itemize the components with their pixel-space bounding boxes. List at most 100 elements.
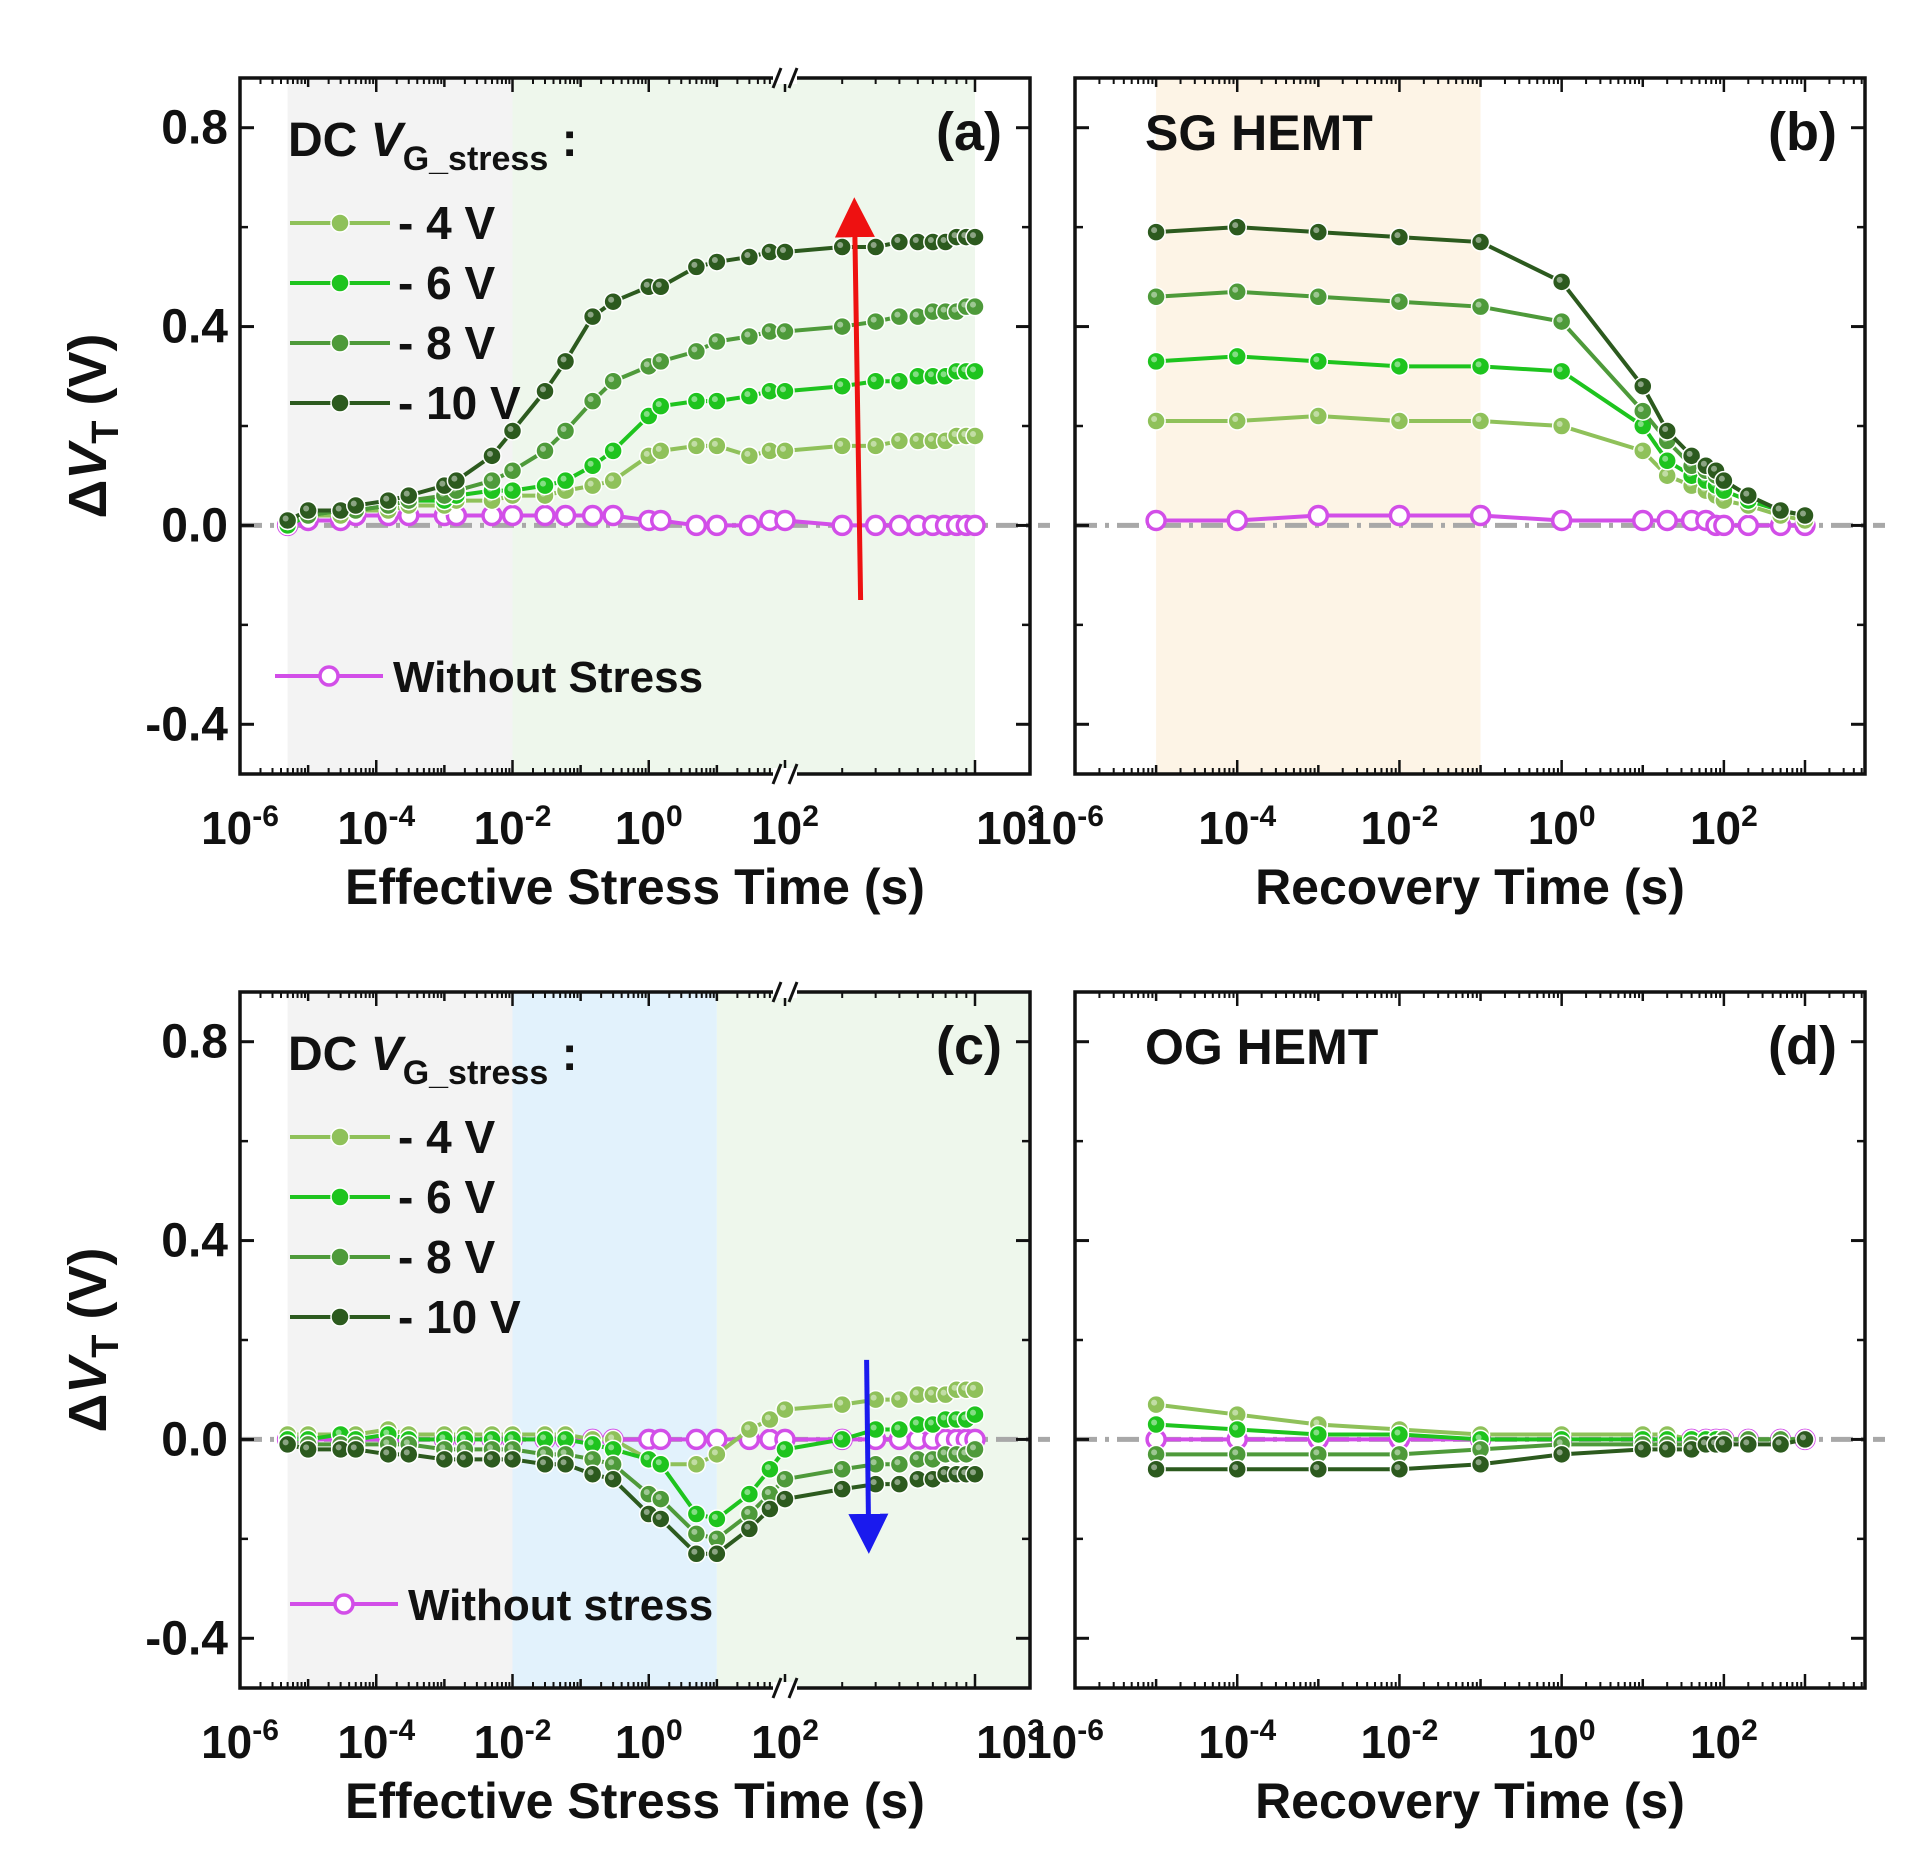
data-point (650, 351, 671, 372)
data-point (582, 1464, 603, 1484)
data-point-highlight (912, 1419, 919, 1426)
data-point-highlight (655, 1459, 662, 1466)
data-point-highlight (459, 1434, 466, 1441)
data-point-highlight (608, 1474, 615, 1481)
data-point (1795, 505, 1815, 526)
data-point (1307, 504, 1330, 527)
data-point-highlight (951, 306, 958, 313)
data-point-highlight (837, 1434, 844, 1441)
data-point-highlight (655, 281, 662, 288)
data-point (1551, 416, 1572, 436)
data-point-highlight (970, 232, 976, 239)
data-point-highlight (894, 1479, 901, 1486)
data-point-highlight (643, 450, 650, 457)
data-point (965, 1464, 985, 1484)
data-point-highlight (643, 1509, 650, 1515)
data-point (1145, 509, 1167, 532)
data-point-highlight (940, 1414, 947, 1421)
x-tick-label: 100 (1528, 1714, 1596, 1768)
data-point-highlight (711, 440, 718, 447)
data-point-highlight (486, 450, 493, 457)
data-point-highlight (1686, 1444, 1693, 1451)
data-point (650, 1489, 671, 1509)
data-point-highlight (1556, 1449, 1563, 1456)
data-point-highlight (711, 1449, 718, 1456)
data-point-highlight (1394, 232, 1401, 239)
data-point (1714, 1434, 1734, 1455)
data-point (774, 509, 796, 532)
panel-title: (c) (936, 1016, 1002, 1076)
data-point (832, 1394, 852, 1415)
data-point (649, 1428, 672, 1451)
data-point-highlight (1718, 1439, 1725, 1446)
data-point-highlight (655, 401, 662, 408)
data-point (832, 1479, 852, 1499)
data-point (1550, 509, 1573, 532)
data-point-highlight (780, 326, 786, 333)
trend-arrow (834, 197, 875, 601)
data-point-highlight (764, 1414, 771, 1421)
axis-break-mark (771, 1677, 783, 1699)
data-point-highlight (764, 247, 771, 253)
data-point-highlight (894, 237, 901, 244)
data-point-highlight (970, 301, 976, 308)
data-point-highlight (1475, 361, 1482, 368)
data-point-highlight (894, 435, 901, 442)
data-point-highlight (837, 1464, 844, 1471)
data-point-highlight (1151, 291, 1158, 298)
data-point-highlight (1637, 381, 1644, 388)
data-point-highlight (1313, 1449, 1320, 1456)
data-point-highlight (744, 331, 751, 338)
data-point (686, 391, 707, 411)
data-point (582, 306, 603, 327)
shade-stress (512, 78, 975, 774)
data-point (888, 514, 911, 537)
data-point-highlight (711, 396, 718, 403)
data-point-highlight (940, 1469, 947, 1476)
data-point (686, 1524, 707, 1544)
x-tick-label: 102 (751, 1714, 819, 1768)
data-point (1146, 411, 1166, 431)
data-point-highlight (1394, 296, 1401, 303)
data-point-highlight (927, 1389, 934, 1396)
data-point (1389, 356, 1410, 377)
data-point (865, 311, 886, 332)
data-point-highlight (1232, 1464, 1239, 1471)
legend-label: Without Stress (393, 653, 703, 702)
data-point (1657, 451, 1677, 471)
data-point (1389, 1424, 1410, 1445)
data-point-highlight (383, 1429, 390, 1436)
data-point-highlight (1232, 351, 1239, 358)
data-point (535, 475, 555, 496)
legend-marker (330, 333, 350, 353)
axis-break-mark (787, 981, 799, 1003)
data-point-highlight (1799, 510, 1806, 517)
data-point (1388, 504, 1411, 527)
data-point-highlight (608, 475, 615, 482)
data-point (738, 514, 761, 537)
data-point-highlight (560, 425, 567, 432)
data-point-highlight (912, 1474, 919, 1481)
data-point (739, 1419, 760, 1440)
data-point-highlight (912, 1389, 919, 1396)
data-point-highlight (870, 242, 877, 249)
data-point-highlight (711, 1548, 718, 1555)
data-point (1226, 509, 1248, 532)
data-point (1227, 1459, 1247, 1480)
data-point-highlight (459, 1444, 466, 1451)
data-point (832, 1429, 852, 1450)
data-point (865, 436, 886, 456)
data-point-highlight (927, 306, 934, 313)
axis-break-mark (771, 67, 783, 89)
data-point-highlight (870, 1459, 877, 1466)
data-point (965, 426, 985, 446)
data-point-highlight (711, 256, 718, 263)
legend: DC VG_stress : - 4 V - 6 V - 8 V - 10 V Witho… (288, 1028, 889, 1630)
legend-title: DC VG_stress : (288, 1028, 578, 1092)
data-point-highlight (1151, 1449, 1158, 1456)
legend-marker (330, 1307, 350, 1327)
data-point-highlight (691, 346, 698, 353)
data-point (889, 1389, 910, 1410)
data-point (650, 1509, 671, 1529)
data-point (603, 470, 623, 491)
